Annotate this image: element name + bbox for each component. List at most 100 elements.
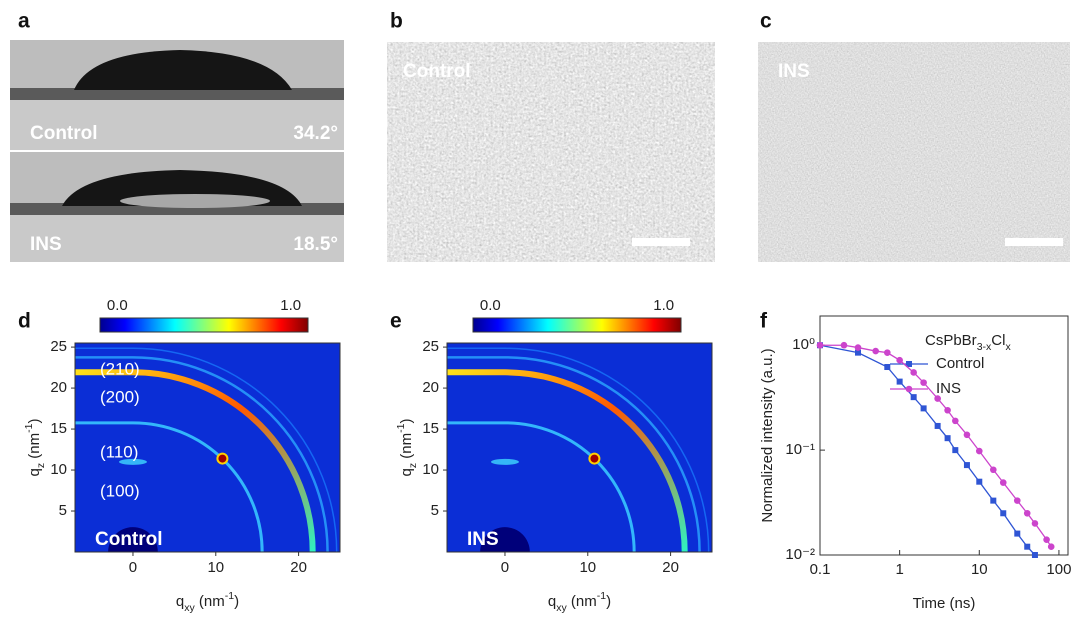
x-tick-label: 20 [290,559,307,576]
marker [1031,552,1038,558]
sample-label: INS [467,529,499,550]
text-part: (nm [26,433,43,463]
contact-angle: 34.2° [293,123,338,144]
x-tick-label: 20 [662,559,679,576]
marker [854,344,862,351]
marker [1024,543,1031,550]
scattering-rings [447,347,710,552]
series-line [820,344,1052,548]
panel-letter: f [760,310,768,333]
colorbar [99,317,309,333]
x-tick-label: 10 [579,559,596,576]
marker [896,378,903,385]
photo-label: Control [30,123,98,144]
marker [963,431,971,439]
y-tick-label: 10 [50,461,67,478]
panel-letter: d [18,310,31,333]
text-part: (nm [567,593,597,610]
marker [952,447,959,454]
y-tick-label: 20 [50,379,67,396]
marker [920,379,927,386]
text-part: -1 [23,423,35,432]
bragg-spot [216,452,229,465]
x-tick-label: 0.1 [810,561,831,578]
y-axis-label: qz (nm-1) [23,419,47,477]
marker [1031,520,1039,527]
ring [75,347,338,552]
text-part: ) [398,419,415,424]
text-part: q [26,468,43,476]
text-part: (nm [398,433,415,463]
marker [1043,536,1050,543]
ring-annotation: (200) [100,387,140,406]
legend-marker [906,361,912,367]
scale-bar [632,238,690,246]
text-part: -1 [597,590,606,602]
marker [944,435,951,442]
streak [118,458,147,465]
y-tick-label: 10⁻² [785,546,815,563]
y-axis-label: Normalized intensity (a.u.) [759,348,776,522]
contact-angle: 18.5° [293,234,338,255]
legend-marker [905,385,913,393]
axes-frame [446,342,713,553]
x-tick-label: 10 [971,561,988,578]
text-part: z [407,463,419,468]
text-part: (nm [195,593,225,610]
y-axis-label: qz (nm-1) [395,419,419,477]
marker [999,479,1007,486]
y-tick-label: 5 [59,502,67,519]
text-part: ) [234,593,239,610]
marker [975,447,983,455]
panel-letter: c [760,10,772,33]
marker [816,341,824,349]
y-tick-label: 15 [422,420,439,437]
marker [896,356,903,364]
photo-label: Control [403,61,471,82]
x-tick-label: 1 [895,561,903,578]
y-tick-label: 15 [50,420,67,437]
text-part: q [398,468,415,476]
marker [990,497,997,504]
marker [1013,497,1021,504]
text-part: -1 [395,423,407,432]
text-part: 3-x [977,341,992,353]
beam-stop [108,527,158,552]
ring [447,347,710,552]
x-tick-label: 0 [501,559,509,576]
marker [910,394,917,401]
streak [490,458,519,465]
legend-label: Control [936,355,984,372]
marker [884,364,891,371]
marker [872,347,879,355]
ring-annotation: (110) [100,442,138,461]
legend-title: CsPbBr3-xClx [925,332,1011,353]
x-axis-label: qxy (nm-1) [176,590,239,614]
scattering-rings [75,347,338,552]
y-tick-label: 10 [422,461,439,478]
marker [952,417,959,425]
series-line [819,344,1036,556]
marker [920,405,927,412]
sem-image [387,42,715,262]
marker [840,341,848,349]
marker [1023,509,1031,517]
marker [990,466,997,474]
marker [910,369,917,376]
text-part: xy [556,602,567,614]
text-part: z [35,463,47,468]
legend-label: INS [936,380,961,397]
marker [944,406,951,414]
marker [934,395,941,402]
text-part: q [176,593,184,610]
panel-letter: b [390,10,403,33]
text-part: q [548,593,556,610]
marker [1047,543,1055,550]
marker [1000,510,1007,517]
bragg-spot [588,452,601,465]
colorbar-label: 0.0 [480,297,501,314]
contact-angle-photos [10,40,344,262]
y-tick-label: 20 [422,379,439,396]
axes-frame [819,315,1069,556]
